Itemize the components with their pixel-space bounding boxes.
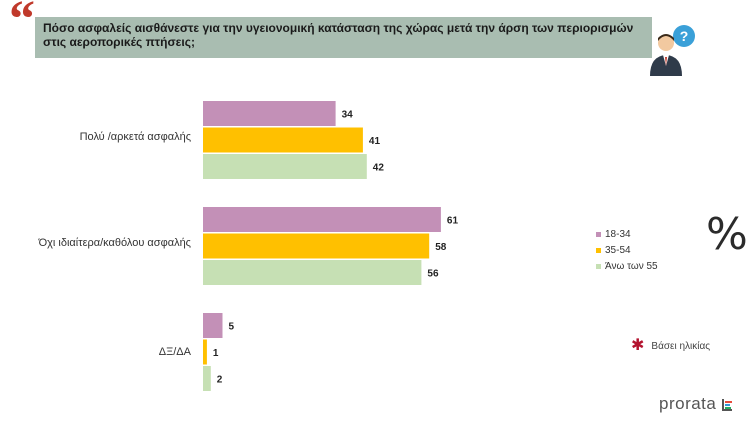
bar — [203, 101, 336, 126]
legend-label: 35-54 — [605, 244, 631, 256]
data-label: 41 — [369, 136, 381, 147]
legend: 18-34 35-54 Άνω των 55 — [596, 226, 658, 274]
category-label: Όχι ιδιαίτερα/καθόλου ασφαλής — [38, 237, 191, 249]
data-label: 34 — [342, 110, 354, 121]
category-label: Πολύ /αρκετά ασφαλής — [80, 131, 191, 143]
data-label: 5 — [229, 322, 235, 333]
legend-item-55-plus: Άνω των 55 — [596, 258, 658, 274]
bar — [203, 313, 223, 338]
person-question-icon: ? — [650, 25, 695, 76]
bar — [203, 154, 367, 179]
brand-logo-text: prorata — [659, 394, 717, 413]
data-label: 1 — [213, 348, 219, 359]
question-text: Πόσο ασφαλείς αισθάνεστε για την υγειονο… — [43, 21, 634, 49]
question-header: Πόσο ασφαλείς αισθάνεστε για την υγειονο… — [35, 17, 652, 58]
bar — [203, 233, 430, 259]
percent-sign: % — [706, 209, 748, 260]
legend-swatch — [596, 231, 601, 237]
legend-item-35-54: 35-54 — [596, 242, 658, 258]
bar — [203, 127, 363, 153]
legend-item-18-34: 18-34 — [596, 226, 658, 242]
data-label: 2 — [217, 375, 223, 386]
bar — [203, 339, 207, 365]
svg-text:?: ? — [680, 28, 689, 44]
bar — [203, 366, 211, 391]
prorata-logo-icon — [722, 399, 732, 411]
legend-label: Άνω των 55 — [605, 260, 658, 272]
bar — [203, 260, 422, 285]
data-label: 56 — [427, 269, 439, 280]
note-text: Βάσει ηλικίας — [651, 340, 711, 352]
category-label: ΔΞ/ΔΑ — [159, 346, 192, 358]
legend-label: 18-34 — [605, 228, 631, 240]
quote-mark: “ — [9, 0, 35, 48]
age-basis-note: ✱ Βάσει ηλικίας — [631, 338, 710, 354]
data-label: 58 — [435, 242, 447, 253]
bar — [203, 207, 441, 232]
asterisk-icon: ✱ — [631, 337, 645, 354]
data-label: 42 — [373, 163, 385, 174]
legend-swatch — [596, 247, 601, 253]
data-label: 61 — [447, 216, 459, 227]
legend-swatch — [596, 263, 601, 269]
